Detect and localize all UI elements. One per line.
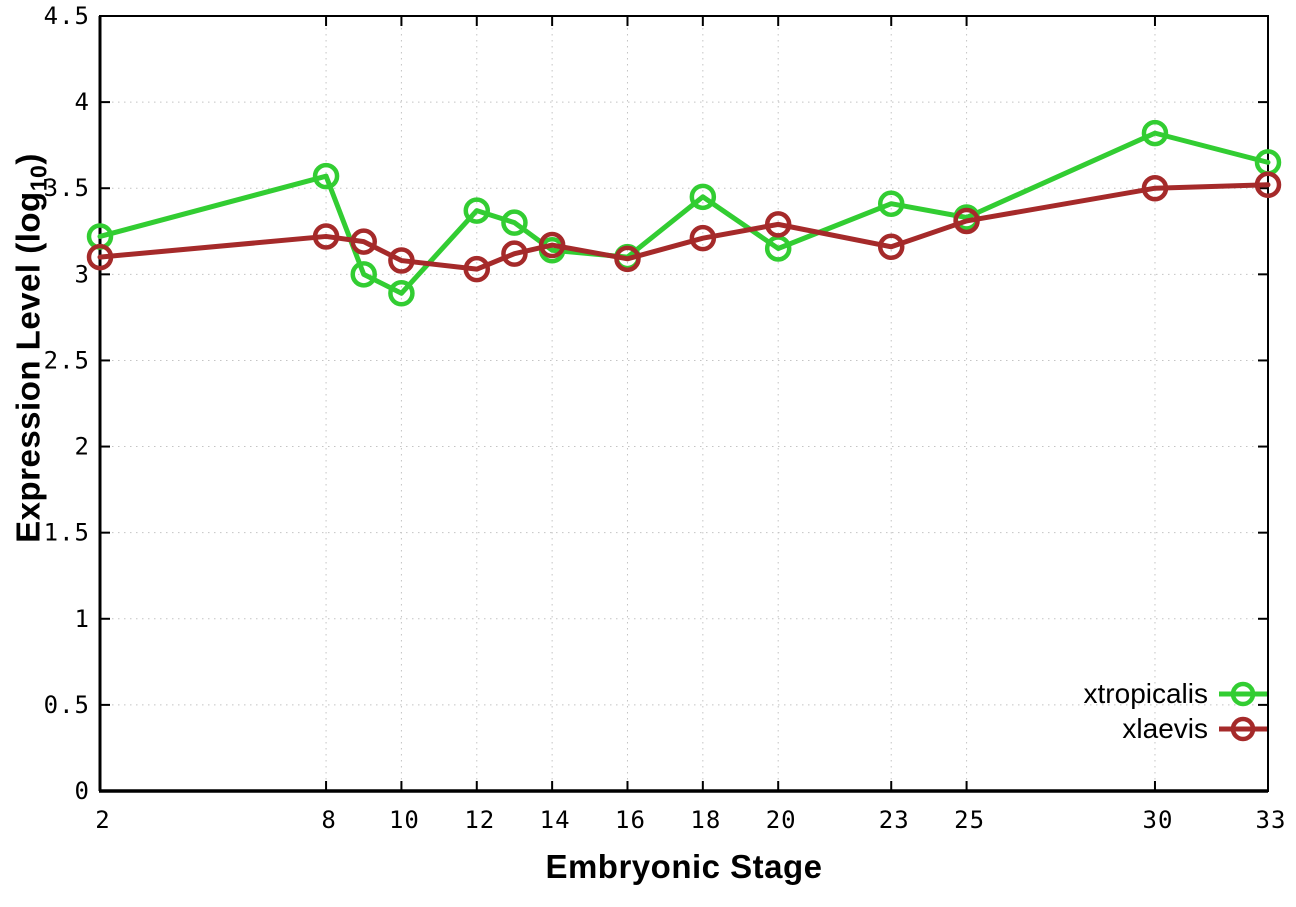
y-axis-title-subscript: 10	[25, 164, 52, 192]
data-point-xlaevis	[312, 223, 340, 250]
y-tick-label: 3.5	[44, 174, 90, 202]
data-point-xtropicalis	[388, 280, 415, 307]
y-axis-title-close: )	[9, 153, 47, 165]
x-tick-label: 23	[879, 806, 910, 834]
data-point-xlaevis	[1254, 171, 1282, 199]
y-tick-label: 1.5	[44, 519, 90, 547]
y-tick-label: 3	[75, 260, 90, 288]
data-point-xlaevis	[689, 224, 717, 252]
legend-item-xtropicalis: xtropicalis	[1084, 679, 1268, 709]
x-tick-label: 20	[766, 806, 797, 834]
legend-item-xlaevis: xlaevis	[1084, 714, 1268, 744]
data-point-xlaevis	[614, 245, 641, 273]
x-tick-label: 18	[690, 806, 721, 834]
y-axis-title-text: Expression Level (log	[9, 191, 47, 543]
data-point-xtropicalis	[350, 261, 377, 288]
data-point-xlaevis	[388, 247, 415, 274]
y-tick-label: 0.5	[44, 691, 90, 719]
x-tick-label: 10	[389, 806, 420, 834]
x-axis-title: Embryonic Stage	[545, 848, 823, 885]
y-tick-label: 4	[75, 88, 90, 116]
x-tick-label: 25	[954, 806, 985, 834]
x-tick-label: 30	[1143, 806, 1174, 834]
legend-label-xtropicalis: xtropicalis	[1083, 678, 1208, 709]
series-line-xlaevis	[97, 182, 1271, 272]
legend: xtropicalis xlaevis	[1084, 679, 1268, 744]
data-point-xlaevis	[86, 243, 114, 271]
data-point-xtropicalis	[1141, 119, 1169, 147]
data-point-xlaevis	[953, 207, 980, 235]
legend-label-xlaevis: xlaevis	[1122, 713, 1208, 744]
y-tick-label: 2	[75, 433, 90, 461]
data-point-xlaevis	[463, 255, 491, 283]
data-point-xlaevis	[350, 228, 377, 255]
y-tick-label: 1	[75, 605, 90, 633]
data-point-xlaevis	[501, 240, 528, 267]
x-tick-label: 33	[1256, 806, 1287, 834]
x-tick-label: 16	[615, 806, 646, 834]
data-point-xlaevis	[1141, 174, 1169, 202]
data-point-xtropicalis	[689, 183, 717, 211]
y-axis-title: Expression Level (log10)	[10, 153, 53, 543]
legend-line-marker-icon	[1219, 681, 1267, 707]
data-point-xlaevis	[764, 211, 792, 238]
x-tick-label: 2	[95, 806, 110, 834]
series-line-xtropicalis	[97, 130, 1271, 296]
x-tick-label: 14	[540, 806, 571, 834]
x-tick-label: 8	[321, 806, 336, 834]
y-tick-label: 4.5	[44, 2, 90, 30]
y-tick-label: 0	[75, 777, 90, 805]
data-point-xlaevis	[877, 233, 905, 261]
data-point-xlaevis	[538, 231, 566, 259]
data-point-xtropicalis	[501, 209, 528, 236]
data-point-xtropicalis	[312, 162, 340, 190]
data-point-xtropicalis	[877, 190, 905, 217]
legend-line-marker-icon	[1219, 716, 1267, 742]
y-tick-label: 2.5	[44, 346, 90, 374]
x-tick-label: 12	[464, 806, 495, 834]
data-point-xtropicalis	[463, 197, 491, 224]
